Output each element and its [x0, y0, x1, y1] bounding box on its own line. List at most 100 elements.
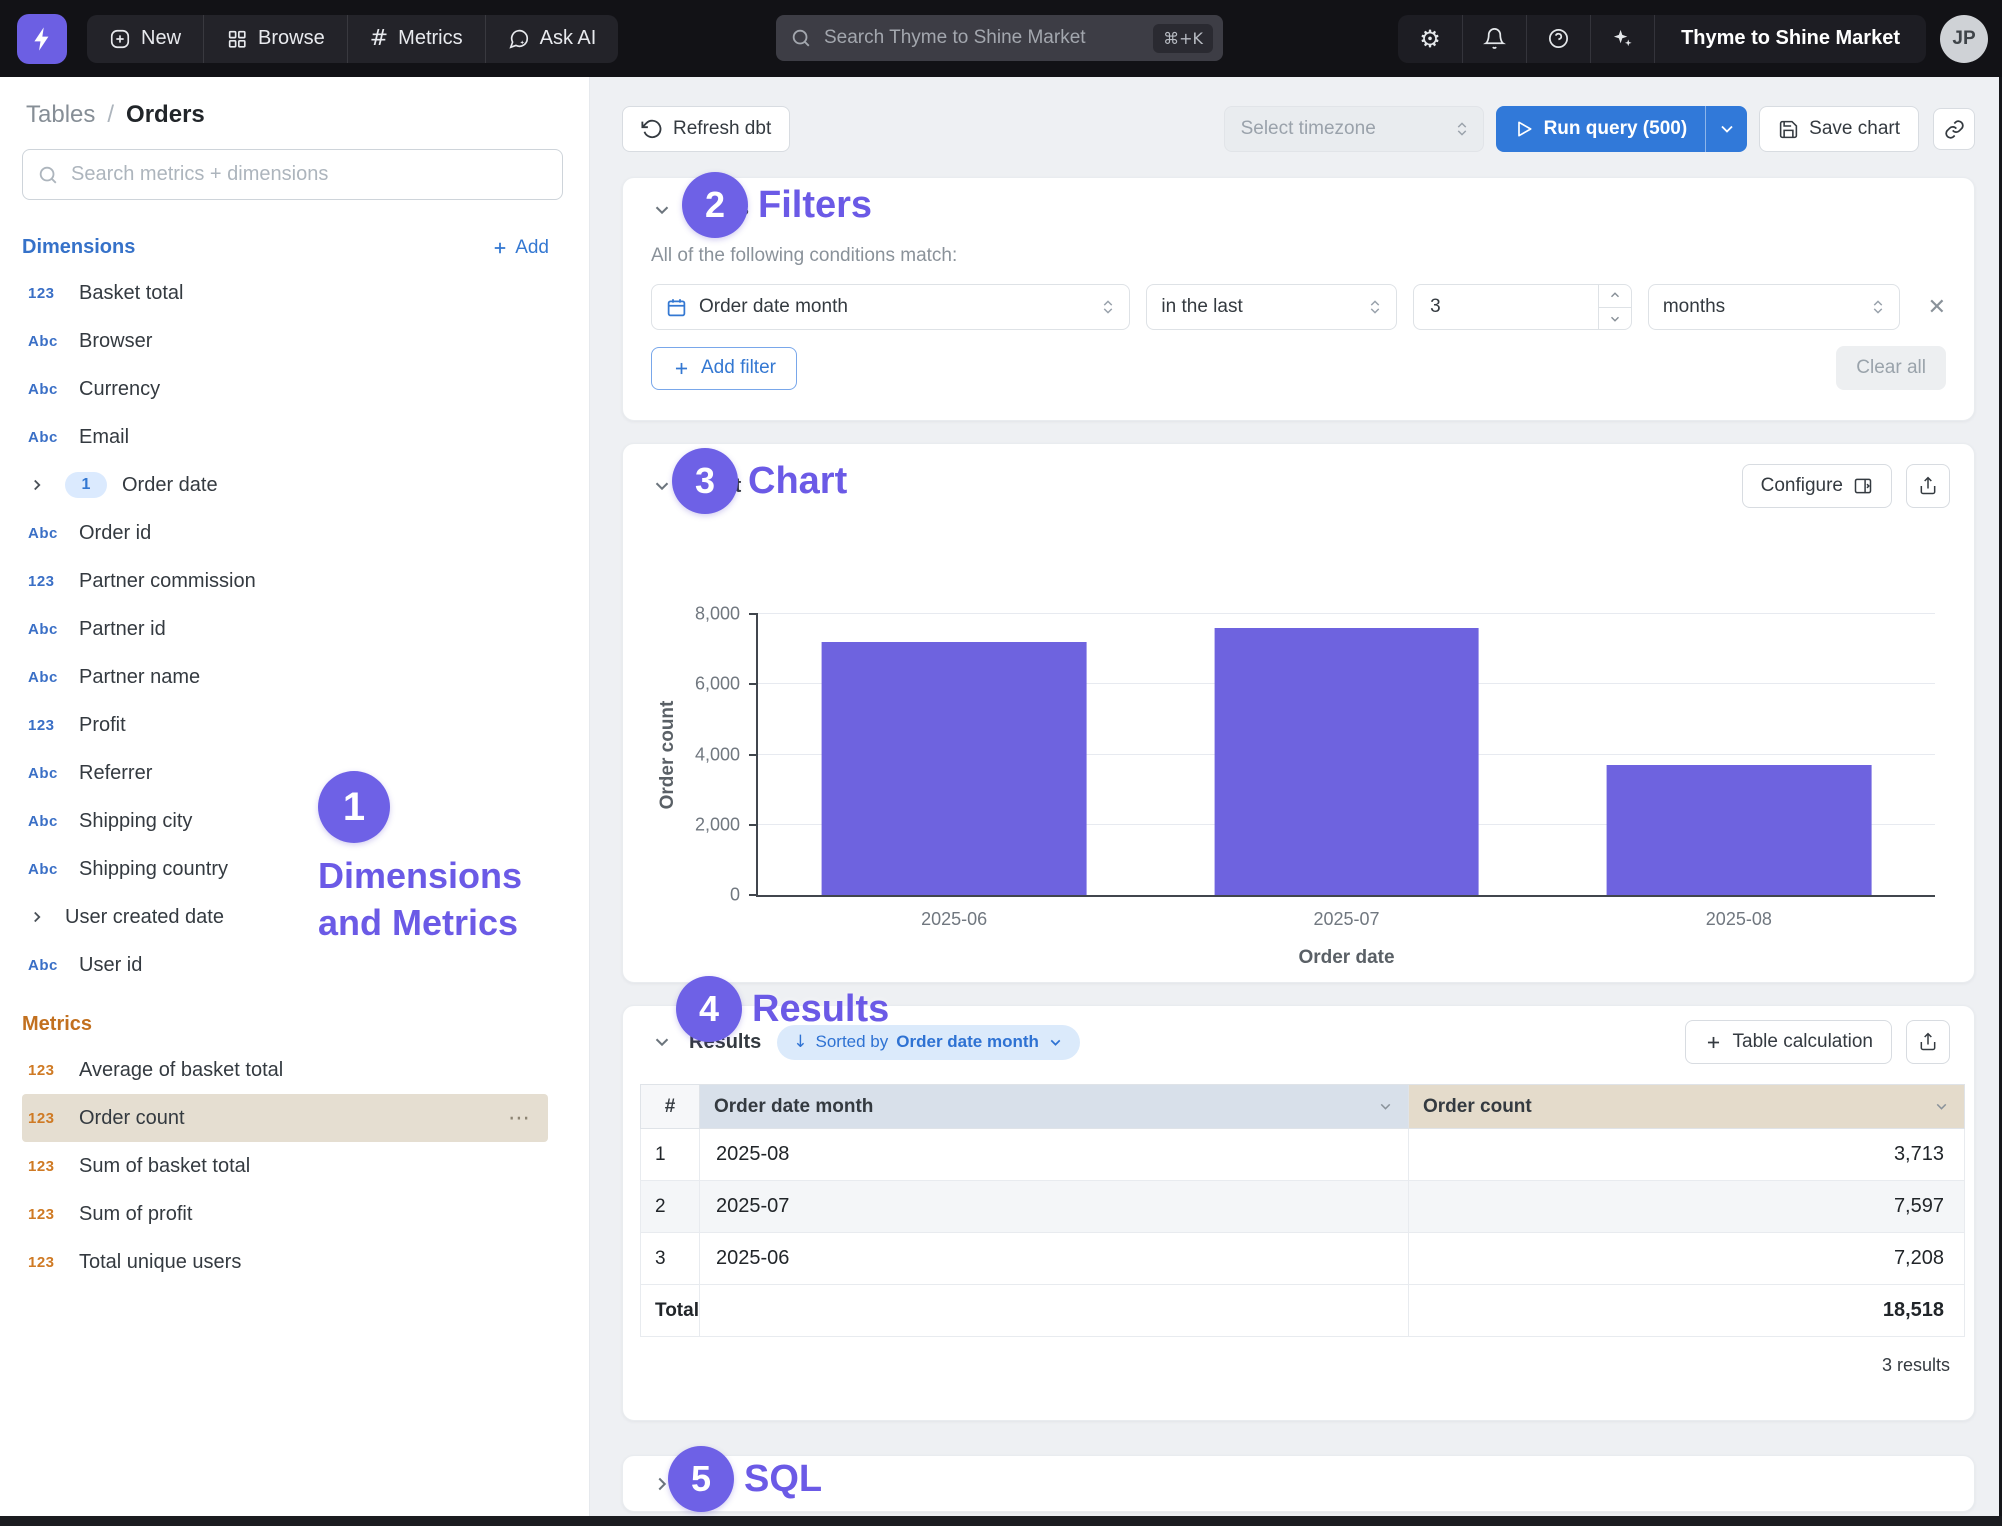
dimension-item[interactable]: Abc Order id	[0, 509, 589, 557]
help-button[interactable]	[1526, 14, 1590, 63]
metric-item[interactable]: 123 Sum of profit	[0, 1190, 589, 1238]
results-collapse-chevron[interactable]	[651, 1031, 673, 1053]
dimension-label: Partner commission	[79, 569, 256, 592]
order-date-month-cell[interactable]: 2025-06	[699, 1232, 1409, 1285]
chevron-down-icon[interactable]	[1377, 1098, 1394, 1115]
chevron-down-icon[interactable]	[1933, 1098, 1950, 1115]
numeric-type-icon: 123	[28, 1109, 55, 1127]
text-type-icon: Abc	[28, 668, 58, 686]
save-chart-button[interactable]: Save chart	[1759, 106, 1919, 152]
run-query-options-button[interactable]	[1705, 106, 1747, 152]
configure-chart-button[interactable]: Configure	[1741, 464, 1892, 508]
nav-ask-ai-label: Ask AI	[539, 27, 597, 49]
table-row[interactable]: 3 2025-06 7,208	[640, 1232, 1965, 1285]
dimension-item[interactable]: Abc Currency	[0, 365, 589, 413]
metric-item[interactable]: 123 Order count ⋯	[22, 1094, 548, 1142]
table-calculation-button[interactable]: Table calculation	[1684, 1020, 1892, 1064]
stepper-down-button[interactable]	[1599, 308, 1632, 331]
export-chart-button[interactable]	[1906, 464, 1950, 508]
nav-ask-ai-button[interactable]: Ask AI	[484, 14, 619, 63]
filter-actions-row: Add filter Clear all	[651, 346, 1946, 390]
org-name: Thyme to Shine Market	[1681, 27, 1900, 49]
settings-button[interactable]: ⚙	[1398, 15, 1462, 63]
dimension-item[interactable]: Abc Shipping country	[0, 845, 589, 893]
copy-link-button[interactable]	[1933, 108, 1975, 150]
dimension-item[interactable]: Abc User id	[0, 941, 589, 989]
ai-sparkles-button[interactable]	[1590, 14, 1654, 63]
dimension-item[interactable]: 123 Profit	[0, 701, 589, 749]
table-row[interactable]: 2 2025-07 7,597	[640, 1180, 1965, 1233]
filter-operator-select[interactable]: in the last	[1146, 284, 1398, 330]
run-query-button[interactable]: Run query (500)	[1496, 106, 1706, 152]
dimension-item[interactable]: User created date	[0, 893, 589, 941]
chart-collapse-chevron[interactable]	[651, 475, 673, 497]
y-axis-tick-mark	[749, 683, 758, 686]
metric-item[interactable]: 123 Average of basket total	[0, 1046, 589, 1094]
metric-options-icon[interactable]: ⋯	[508, 1105, 532, 1131]
timezone-select[interactable]: Select timezone	[1223, 106, 1484, 152]
dimension-item[interactable]: Abc Shipping city	[0, 797, 589, 845]
stepper-up-button[interactable]	[1598, 284, 1632, 308]
order-date-month-cell[interactable]: 2025-07	[699, 1180, 1409, 1233]
export-results-button[interactable]	[1906, 1020, 1950, 1064]
dimension-item[interactable]: 123 Partner commission	[0, 557, 589, 605]
y-axis-tick-mark	[749, 613, 758, 615]
filter-unit-select[interactable]: months	[1647, 284, 1900, 330]
metric-item[interactable]: 123 Sum of basket total	[0, 1142, 589, 1190]
main-nav: New Browse # Metrics Ask AI	[87, 14, 619, 63]
breadcrumb-tables-link[interactable]: Tables	[26, 101, 96, 128]
chevron-right-icon[interactable]	[28, 476, 50, 494]
dimension-item[interactable]: Abc Browser	[0, 317, 589, 365]
filter-rule-row: Order date month in the last	[651, 284, 1946, 330]
notifications-button[interactable]	[1462, 14, 1526, 63]
chart-bar[interactable]	[821, 641, 1087, 895]
link-icon	[1944, 119, 1964, 139]
add-dimension-button[interactable]: Add	[491, 237, 549, 259]
filters-collapse-chevron[interactable]	[651, 199, 673, 221]
column-header[interactable]: Order date month	[699, 1084, 1409, 1129]
numeric-type-icon: 123	[28, 716, 55, 734]
filter-amount-input[interactable]	[1413, 284, 1632, 330]
user-avatar[interactable]: JP	[1940, 14, 1988, 63]
add-filter-button[interactable]: Add filter	[651, 346, 797, 390]
sorted-by-pill[interactable]: ↓ Sorted by Order date month	[777, 1024, 1080, 1060]
chart-plot: Order count Order date 0 2,000 4,000 6,000 8…	[657, 604, 1935, 968]
org-switcher-button[interactable]: Thyme to Shine Market	[1654, 14, 1926, 63]
column-header[interactable]: Order count	[1408, 1084, 1965, 1129]
order-count-cell[interactable]: 3,713	[1408, 1128, 1965, 1181]
results-title: Results	[689, 1030, 762, 1053]
order-count-cell[interactable]: 7,597	[1408, 1180, 1965, 1233]
filter-field-select[interactable]: Order date month	[651, 284, 1131, 330]
sql-expand-chevron[interactable]	[651, 1473, 673, 1495]
select-carets-icon	[1370, 300, 1380, 314]
order-count-cell[interactable]: 7,208	[1408, 1232, 1965, 1285]
chart-bar[interactable]	[1606, 764, 1872, 895]
nav-new-button[interactable]: New	[87, 15, 203, 63]
avatar-initials: JP	[1952, 27, 1976, 49]
table-total-row: Total 18,518	[640, 1284, 1965, 1337]
dimension-item[interactable]: Abc Partner id	[0, 605, 589, 653]
dimension-item[interactable]: 123 Basket total	[0, 269, 589, 317]
chart-bar[interactable]	[1214, 628, 1479, 895]
fields-search-input[interactable]	[71, 163, 548, 186]
nav-browse-button[interactable]: Browse	[203, 14, 347, 63]
nav-metrics-button[interactable]: # Metrics	[346, 14, 485, 63]
numeric-type-icon: 123	[28, 1253, 55, 1271]
breadcrumb-separator: /	[107, 101, 115, 128]
remove-filter-button[interactable]: ✕	[1927, 294, 1947, 320]
dimension-item[interactable]: Abc Email	[0, 413, 589, 461]
table-row[interactable]: 1 2025-08 3,713	[640, 1128, 1965, 1181]
dimension-item[interactable]: 1 Order date	[0, 461, 589, 509]
fields-search[interactable]	[22, 149, 563, 200]
text-type-icon: Abc	[28, 332, 58, 350]
clear-all-filters-button[interactable]: Clear all	[1836, 346, 1946, 390]
order-date-month-cell[interactable]: 2025-08	[699, 1128, 1409, 1181]
global-search-input[interactable]: Search Thyme to Shine Market ⌘+K	[776, 15, 1223, 61]
dimension-item[interactable]: Abc Partner name	[0, 653, 589, 701]
chevron-right-icon[interactable]	[28, 908, 50, 926]
dimension-item[interactable]: Abc Referrer	[0, 749, 589, 797]
app-logo[interactable]	[17, 13, 67, 64]
configure-label: Configure	[1760, 475, 1843, 496]
refresh-dbt-button[interactable]: Refresh dbt	[622, 106, 791, 152]
metric-item[interactable]: 123 Total unique users	[0, 1238, 589, 1286]
